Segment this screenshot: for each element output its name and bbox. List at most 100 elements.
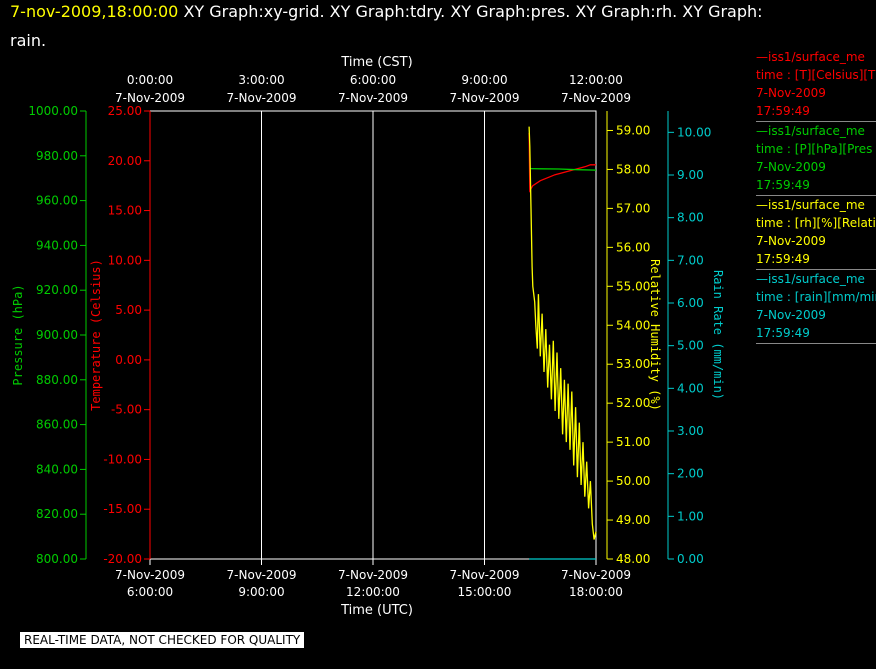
rain-tick-label: 8.00 [677, 211, 704, 225]
temperature-axis-title: Temperature (Celsius) [89, 259, 103, 411]
rain-tick-label: 4.00 [677, 381, 704, 395]
top-axis-title: Time (CST) [340, 55, 412, 70]
x-tick-label-cst-time: 9:00:00 [461, 73, 507, 87]
temperature-tick-label: -20.00 [103, 552, 142, 566]
chart-title: 7-nov-2009,18:00:00 XY Graph:xy-grid. XY… [10, 2, 763, 21]
legend-entry-line: 17:59:49 [756, 252, 810, 266]
pressure-tick-label: 840.00 [36, 462, 78, 476]
humidity-tick-label: 51.00 [616, 435, 650, 449]
humidity-tick-label: 50.00 [616, 474, 650, 488]
humidity-series-line [528, 126, 597, 540]
chart-title-continued: rain. [10, 31, 47, 50]
pressure-series-line [529, 167, 597, 171]
legend-entry-line: 7-Nov-2009 [756, 234, 826, 248]
pressure-tick-label: 920.00 [36, 283, 78, 297]
rain-tick-label: 7.00 [677, 253, 704, 267]
x-tick-label-utc-date: 7-Nov-2009 [561, 568, 631, 582]
temperature-tick-label: 0.00 [115, 353, 142, 367]
pressure-tick-label: 940.00 [36, 238, 78, 252]
temperature-tick-label: -5.00 [111, 403, 142, 417]
legend-entry-line: time : [P][hPa][Pres [756, 142, 873, 156]
x-tick-label-cst-time: 12:00:00 [569, 73, 623, 87]
legend-entry-line: 7-Nov-2009 [756, 160, 826, 174]
rain-tick-label: 0.00 [677, 552, 704, 566]
humidity-tick-label: 59.00 [616, 123, 650, 137]
temperature-tick-label: 15.00 [108, 204, 142, 218]
temperature-tick-label: 25.00 [108, 104, 142, 118]
legend-entry-line: time : [rain][mm/min [756, 290, 876, 304]
pressure-tick-label: 900.00 [36, 328, 78, 342]
legend-entry-line: 7-Nov-2009 [756, 86, 826, 100]
rain-tick-label: 10.00 [677, 125, 711, 139]
humidity-tick-label: 58.00 [616, 162, 650, 176]
legend: —iss1/surface_me time : [T][Celsius][T 7-N… [756, 48, 876, 344]
x-tick-label-cst-date: 7-Nov-2009 [115, 91, 185, 105]
legend-entry-line: 7-Nov-2009 [756, 308, 826, 322]
pressure-tick-label: 1000.00 [28, 104, 78, 118]
x-tick-label-cst-time: 0:00:00 [127, 73, 173, 87]
title-timestamp: 7-nov-2009,18:00:00 [10, 2, 179, 21]
x-tick-label-utc-date: 7-Nov-2009 [450, 568, 520, 582]
humidity-tick-label: 55.00 [616, 279, 650, 293]
temperature-tick-label: 5.00 [115, 303, 142, 317]
legend-separator [756, 269, 876, 270]
humidity-axis-title: Relative Humidity (%) [648, 259, 662, 411]
x-tick-label-cst-date: 7-Nov-2009 [450, 91, 520, 105]
title-graph-list: XY Graph:xy-grid. XY Graph:tdry. XY Grap… [183, 2, 763, 21]
humidity-tick-label: 52.00 [616, 396, 650, 410]
legend-separator [756, 343, 876, 344]
rain-tick-label: 6.00 [677, 296, 704, 310]
humidity-tick-label: 48.00 [616, 552, 650, 566]
x-tick-label-cst-time: 6:00:00 [350, 73, 396, 87]
humidity-tick-label: 56.00 [616, 240, 650, 254]
x-tick-label-cst-date: 7-Nov-2009 [338, 91, 408, 105]
temperature-series-line [528, 132, 596, 193]
temperature-tick-label: -15.00 [103, 502, 142, 516]
pressure-tick-label: 820.00 [36, 507, 78, 521]
pressure-tick-label: 960.00 [36, 194, 78, 208]
legend-entry-line: —iss1/surface_me [756, 50, 865, 64]
x-tick-label-utc-time: 9:00:00 [238, 585, 284, 599]
x-tick-label-cst-date: 7-Nov-2009 [227, 91, 297, 105]
legend-entry-line: —iss1/surface_me [756, 198, 865, 212]
x-tick-label-cst-date: 7-Nov-2009 [561, 91, 631, 105]
quality-notice: REAL-TIME DATA, NOT CHECKED FOR QUALITY [20, 632, 305, 648]
humidity-tick-label: 49.00 [616, 513, 650, 527]
legend-entry-line: 17:59:49 [756, 104, 810, 118]
x-tick-label-utc-time: 15:00:00 [458, 585, 512, 599]
x-tick-label-utc-date: 7-Nov-2009 [227, 568, 297, 582]
x-tick-label-utc-date: 7-Nov-2009 [338, 568, 408, 582]
rain-tick-label: 3.00 [677, 424, 704, 438]
x-tick-label-utc-time: 18:00:00 [569, 585, 623, 599]
humidity-tick-label: 53.00 [616, 357, 650, 371]
legend-entry-line: 17:59:49 [756, 178, 810, 192]
pressure-tick-label: 880.00 [36, 373, 78, 387]
x-tick-label-utc-time: 12:00:00 [346, 585, 400, 599]
legend-entry-line: time : [T][Celsius][T [756, 68, 876, 82]
temperature-tick-label: 20.00 [108, 154, 142, 168]
legend-separator [756, 121, 876, 122]
bottom-axis-title: Time (UTC) [340, 603, 413, 618]
pressure-tick-label: 980.00 [36, 149, 78, 163]
rain-axis-title: Rain Rate (mm/min) [711, 270, 725, 400]
rain-tick-label: 9.00 [677, 168, 704, 182]
temperature-tick-label: -10.00 [103, 452, 142, 466]
legend-entry-line: time : [rh][%][Relati [756, 216, 876, 230]
legend-entry-line: —iss1/surface_me [756, 272, 865, 286]
rain-tick-label: 2.00 [677, 467, 704, 481]
rain-tick-label: 5.00 [677, 339, 704, 353]
rain-tick-label: 1.00 [677, 509, 704, 523]
temperature-tick-label: 10.00 [108, 253, 142, 267]
legend-separator [756, 195, 876, 196]
x-tick-label-utc-date: 7-Nov-2009 [115, 568, 185, 582]
pressure-axis-title: Pressure (hPa) [11, 284, 25, 385]
legend-entry-line: —iss1/surface_me [756, 124, 865, 138]
humidity-tick-label: 57.00 [616, 201, 650, 215]
x-tick-label-utc-time: 6:00:00 [127, 585, 173, 599]
humidity-tick-label: 54.00 [616, 318, 650, 332]
legend-entry-line: 17:59:49 [756, 326, 810, 340]
pressure-tick-label: 860.00 [36, 418, 78, 432]
x-tick-label-cst-time: 3:00:00 [238, 73, 284, 87]
pressure-tick-label: 800.00 [36, 552, 78, 566]
